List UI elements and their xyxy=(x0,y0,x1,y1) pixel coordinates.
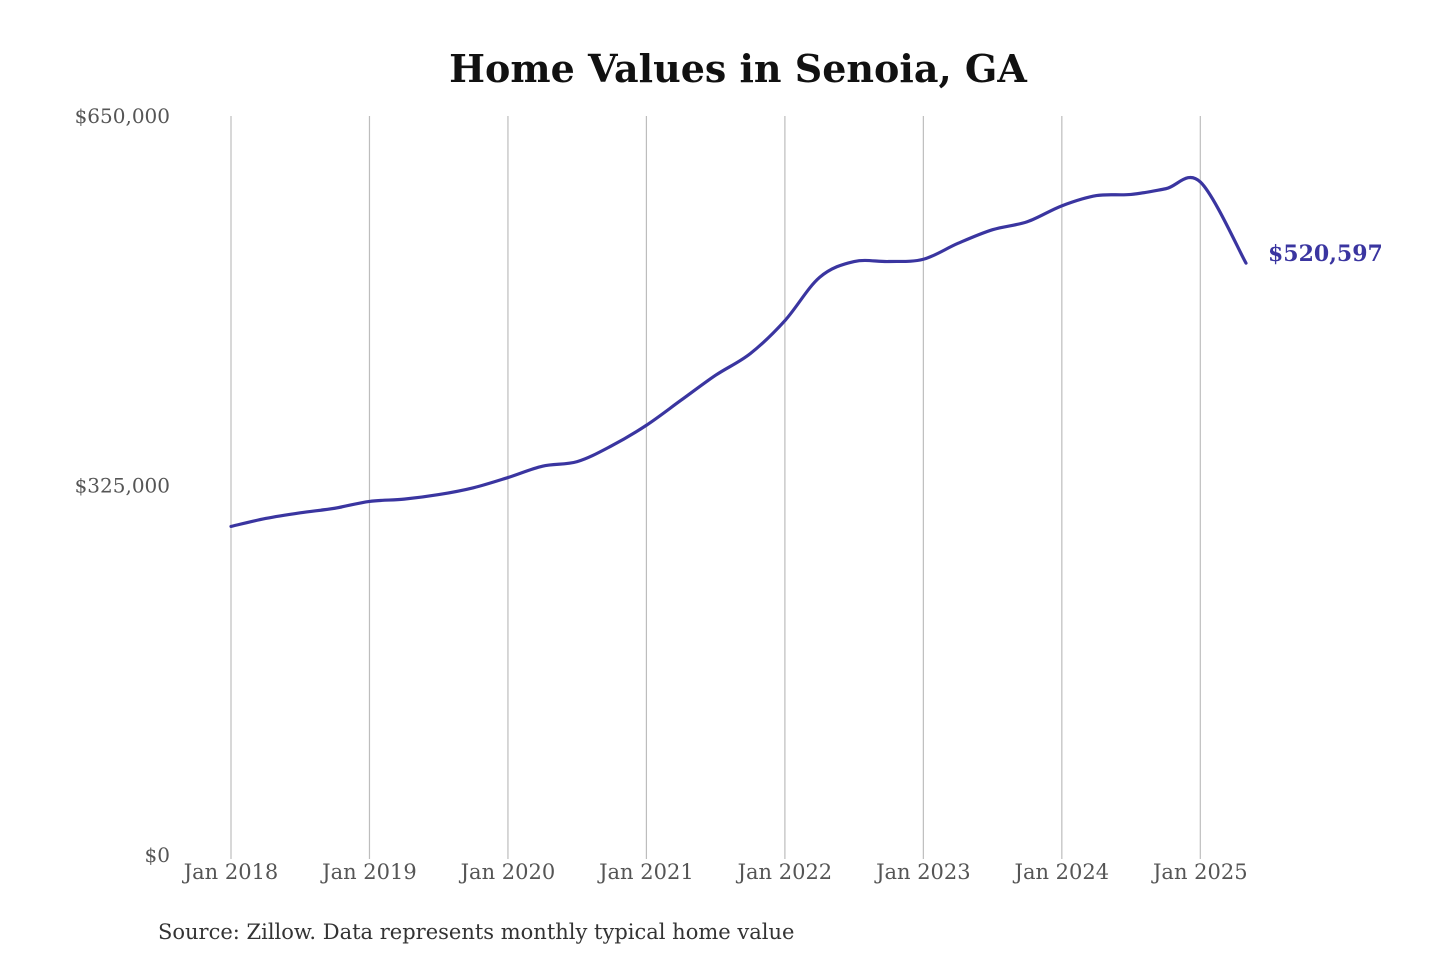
gridlines xyxy=(230,116,1201,859)
y-tick-label: $0 xyxy=(145,843,170,867)
y-tick-label: $650,000 xyxy=(75,104,170,128)
x-tick-label: Jan 2020 xyxy=(459,860,556,884)
x-tick-label: Jan 2018 xyxy=(182,860,279,884)
x-tick-label: Jan 2025 xyxy=(1151,860,1248,884)
x-tick-label: Jan 2022 xyxy=(736,860,833,884)
end-value-label: $520,597 xyxy=(1268,241,1383,267)
x-tick-label: Jan 2024 xyxy=(1013,860,1110,884)
x-tick-label: Jan 2023 xyxy=(874,860,971,884)
series: $520,597 xyxy=(229,175,1383,529)
y-tick-label: $325,000 xyxy=(75,474,170,498)
x-tick-label: Jan 2019 xyxy=(320,860,417,884)
chart-title: Home Values in Senoia, GA xyxy=(449,46,1027,91)
x-axis: Jan 2018 Jan 2019 Jan 2020 Jan 2021 Jan 2022… xyxy=(182,860,1248,884)
source-note: Source: Zillow. Data represents monthly … xyxy=(158,920,794,944)
x-tick-label: Jan 2021 xyxy=(597,860,694,884)
series-line-0 xyxy=(229,175,1248,529)
y-axis: $0 $325,000 $650,000 xyxy=(75,104,170,867)
